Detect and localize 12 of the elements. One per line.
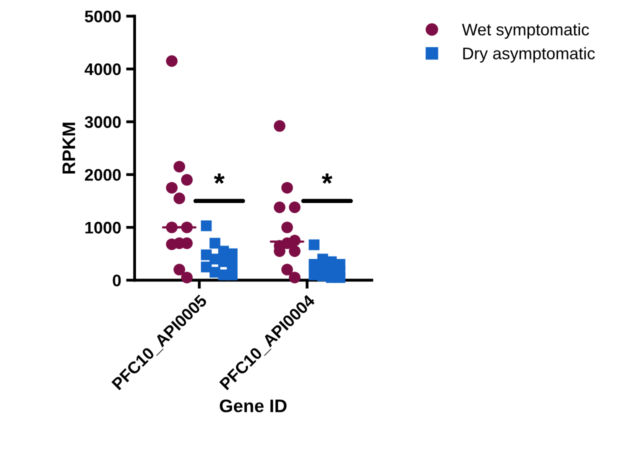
y-tick-label: 5000 <box>84 10 121 22</box>
annotation: * <box>322 173 332 184</box>
x-axis-title: Gene ID <box>220 399 287 412</box>
y-tick-label: 0 <box>112 274 121 286</box>
y-tick-label: 2000 <box>84 168 121 181</box>
y-axis-title: RPKM <box>62 122 76 174</box>
y-tick-label: 1000 <box>85 222 121 234</box>
y-tick-label: 4000 <box>84 63 121 76</box>
legend-label: Dry asymptomatic <box>463 47 595 63</box>
y-tick-label: 3000 <box>84 116 121 128</box>
legend-label: Wet symptomatic <box>462 23 589 39</box>
annotation: * <box>214 173 225 184</box>
